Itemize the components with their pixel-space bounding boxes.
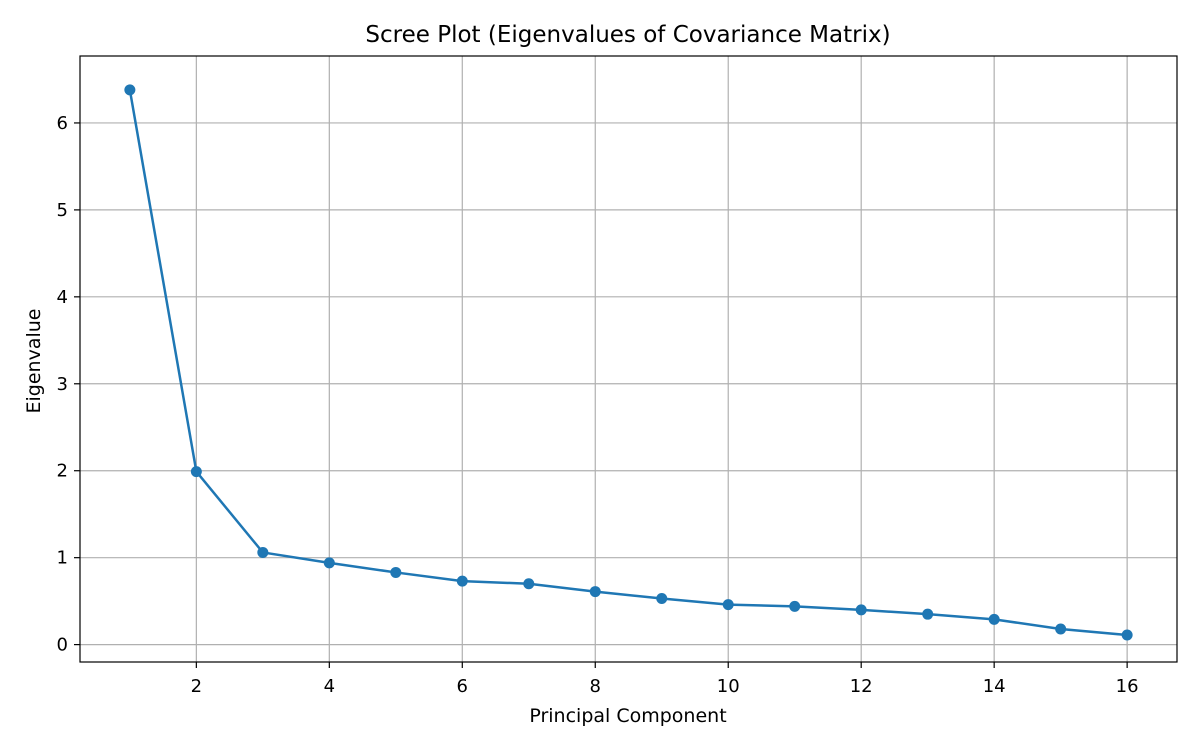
series-layer bbox=[124, 84, 1133, 641]
data-point bbox=[257, 546, 269, 558]
x-tick-label: 12 bbox=[850, 676, 873, 697]
grid-layer bbox=[80, 56, 1177, 662]
y-axis-label: Eigenvalue bbox=[23, 309, 45, 414]
chart-title: Scree Plot (Eigenvalues of Covariance Ma… bbox=[365, 22, 890, 48]
data-point bbox=[190, 466, 202, 478]
data-point bbox=[390, 566, 402, 578]
data-point bbox=[855, 604, 867, 616]
y-tick-label: 6 bbox=[57, 113, 68, 134]
x-tick-label: 6 bbox=[457, 676, 468, 697]
x-tick-label: 4 bbox=[324, 676, 335, 697]
data-point bbox=[922, 608, 934, 620]
data-point bbox=[1121, 629, 1133, 641]
data-point bbox=[988, 613, 1000, 625]
data-point bbox=[456, 575, 468, 587]
data-point bbox=[1055, 623, 1067, 635]
data-point bbox=[589, 586, 601, 598]
x-tick-label: 14 bbox=[983, 676, 1006, 697]
x-tick-label: 2 bbox=[191, 676, 202, 697]
x-tick-label: 8 bbox=[590, 676, 601, 697]
x-tick-label: 16 bbox=[1116, 676, 1139, 697]
x-tick-label: 10 bbox=[717, 676, 740, 697]
y-tick-label: 0 bbox=[57, 635, 68, 656]
data-point bbox=[722, 599, 734, 611]
y-tick-label: 3 bbox=[57, 374, 68, 395]
y-tick-label: 2 bbox=[57, 461, 68, 482]
x-axis-label: Principal Component bbox=[529, 705, 726, 727]
y-tick-label: 4 bbox=[57, 287, 68, 308]
y-tick-label: 5 bbox=[57, 200, 68, 221]
data-point bbox=[124, 84, 136, 96]
data-point bbox=[656, 593, 668, 605]
data-point bbox=[323, 557, 335, 569]
series-line bbox=[128, 89, 1128, 637]
data-point bbox=[789, 600, 801, 612]
data-point bbox=[523, 578, 535, 590]
y-tick-label: 1 bbox=[57, 548, 68, 569]
plot-frame bbox=[79, 55, 1178, 663]
